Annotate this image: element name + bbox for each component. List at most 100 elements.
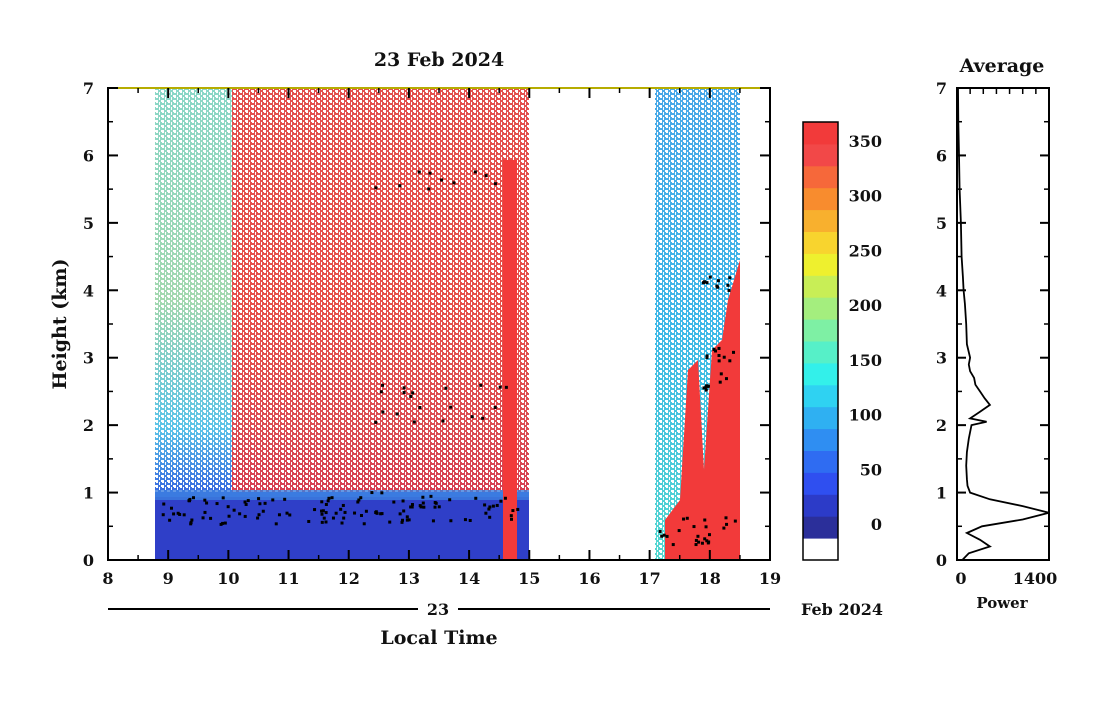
cloud-marker xyxy=(313,508,317,512)
cloud-marker xyxy=(398,512,402,516)
cloud-marker xyxy=(722,355,726,359)
colorbar-cell xyxy=(803,341,838,364)
colorbar-cell xyxy=(803,406,838,430)
cloud-marker xyxy=(189,521,193,525)
cloud-marker xyxy=(504,385,508,389)
cloud-marker xyxy=(728,359,732,363)
colorbar-cell xyxy=(803,209,838,232)
cloud-marker xyxy=(191,496,195,500)
cloud-marker xyxy=(381,383,385,387)
cloud-marker xyxy=(374,420,378,424)
cloud-marker xyxy=(493,182,497,186)
cloud-marker xyxy=(334,511,338,515)
avg-y-tick-label: 7 xyxy=(936,79,947,98)
colorbar-cell xyxy=(803,165,838,189)
colorbar-cell xyxy=(803,297,838,320)
cloud-marker xyxy=(261,509,265,513)
cloud-marker xyxy=(429,494,433,498)
cloud-marker xyxy=(728,276,732,280)
cloud-marker xyxy=(271,498,275,502)
cloud-marker xyxy=(209,516,213,520)
cloud-marker xyxy=(715,284,719,288)
cloud-marker xyxy=(380,491,384,495)
cloud-marker xyxy=(402,391,406,395)
cloud-marker xyxy=(340,521,344,525)
cloud-marker xyxy=(412,420,416,424)
colorbar-tick-label: 100 xyxy=(849,406,882,425)
cloud-marker xyxy=(449,405,453,409)
cloud-marker xyxy=(407,518,411,522)
colorbar-cell xyxy=(803,516,838,539)
cloud-marker xyxy=(172,512,176,516)
cloud-marker xyxy=(221,521,225,525)
cloud-marker xyxy=(320,509,324,513)
cloud-marker xyxy=(283,497,287,501)
cloud-marker xyxy=(402,386,406,390)
colorbar-cell xyxy=(803,319,838,342)
colorbar-tick-label: 200 xyxy=(849,296,882,315)
cloud-marker xyxy=(470,415,474,419)
cloud-marker xyxy=(705,281,709,285)
cloud-marker xyxy=(342,516,346,520)
colorbar-cell xyxy=(803,384,838,408)
cloud-marker xyxy=(227,514,231,518)
cloud-marker xyxy=(703,518,707,522)
colorbar-tick-label: 300 xyxy=(849,187,882,206)
y-tick-label: 7 xyxy=(83,79,94,98)
cloud-marker xyxy=(463,518,467,522)
cloud-marker xyxy=(509,514,513,518)
cloud-marker xyxy=(324,511,328,515)
cloud-marker xyxy=(238,512,242,516)
cloud-marker xyxy=(324,502,328,506)
average-power-trace xyxy=(957,87,1050,561)
avg-y-tick-label: 2 xyxy=(936,416,947,435)
cloud-marker xyxy=(487,507,491,511)
y-tick-label: 2 xyxy=(83,416,94,435)
cloud-marker xyxy=(274,522,278,526)
cloud-marker xyxy=(696,534,700,538)
cloud-marker xyxy=(401,499,405,503)
cloud-marker xyxy=(660,534,664,538)
cloud-marker xyxy=(703,386,707,390)
cloud-marker xyxy=(203,498,207,502)
cloud-marker xyxy=(256,516,260,520)
average-chart-title: Average xyxy=(959,55,1045,77)
y-tick-label: 4 xyxy=(83,281,94,300)
cloud-marker xyxy=(473,170,477,174)
x-tick-label: 8 xyxy=(102,569,113,588)
colorbar-cell xyxy=(803,143,838,167)
cloud-marker xyxy=(226,505,230,509)
avg-y-tick-label: 5 xyxy=(936,214,947,233)
cloud-base-markers xyxy=(161,170,737,547)
cloud-marker xyxy=(379,512,383,516)
x-tick-label: 11 xyxy=(277,569,299,588)
colorbar-tick-label: 50 xyxy=(860,460,882,479)
colorbar-cell xyxy=(803,538,838,561)
colorbar-tick-label: 0 xyxy=(871,515,882,534)
colorbar-tick-label: 250 xyxy=(849,241,882,260)
colorbar-cells xyxy=(803,122,838,561)
cloud-marker xyxy=(187,499,191,503)
cloud-marker xyxy=(201,516,205,520)
cloud-marker xyxy=(449,519,453,523)
cloud-marker xyxy=(421,501,425,505)
y-tick-label: 0 xyxy=(83,551,94,570)
cloud-marker xyxy=(488,515,492,519)
x-tick-label: 16 xyxy=(578,569,600,588)
avg-x-tick-label: 1400 xyxy=(1013,569,1058,588)
cloud-marker xyxy=(388,520,392,524)
colorbar-cell xyxy=(803,275,838,298)
cloud-marker xyxy=(221,496,225,500)
cloud-marker xyxy=(662,533,666,537)
cloud-marker xyxy=(697,540,701,544)
cloud-marker xyxy=(359,514,363,518)
cloud-marker xyxy=(359,496,363,500)
cloud-marker xyxy=(718,380,722,384)
cloud-marker xyxy=(705,384,709,388)
cloud-marker xyxy=(716,279,720,283)
cloud-marker xyxy=(503,496,507,500)
colorbar-cell xyxy=(803,253,838,276)
cloud-marker xyxy=(411,391,415,395)
cloud-marker xyxy=(510,517,514,521)
